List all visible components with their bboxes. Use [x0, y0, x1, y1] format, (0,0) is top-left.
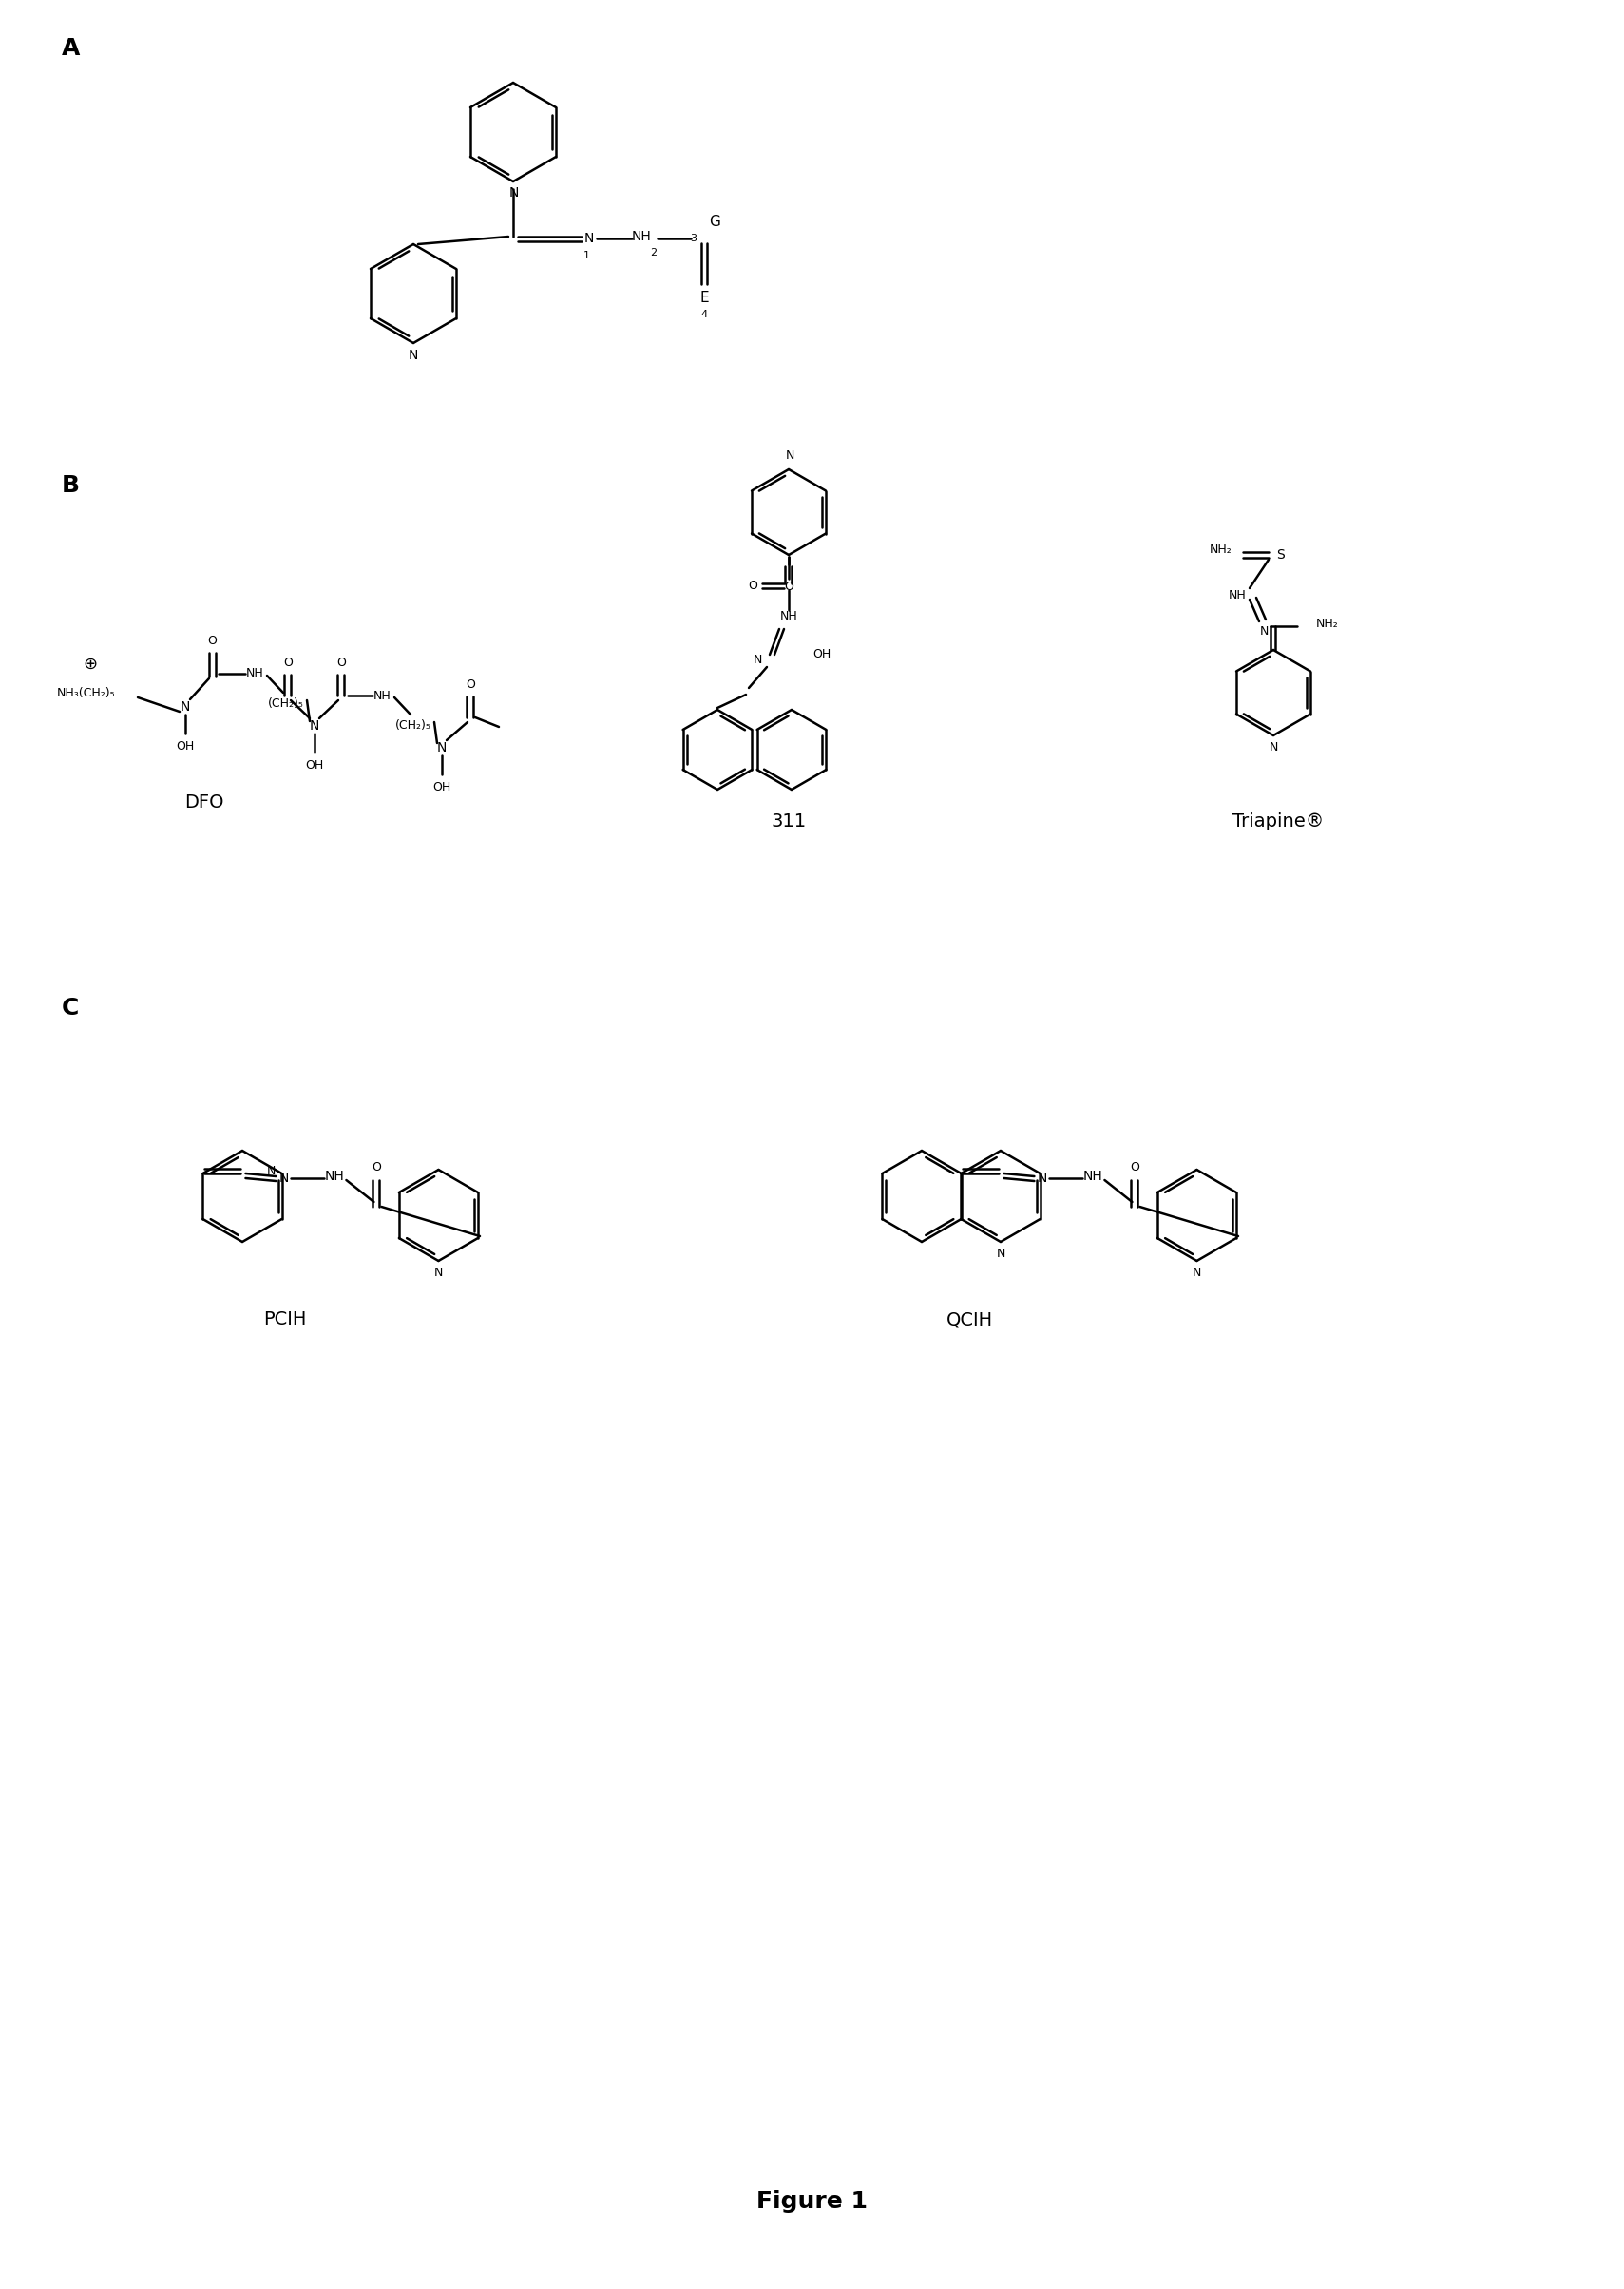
Text: N: N [310, 719, 320, 732]
Text: ⊕: ⊕ [83, 655, 97, 673]
Text: E: E [700, 291, 708, 304]
Text: (CH₂)₅: (CH₂)₅ [395, 719, 432, 732]
Text: O: O [336, 657, 346, 668]
Text: N: N [408, 348, 419, 362]
Text: O: O [784, 581, 794, 593]
Text: B: B [62, 474, 80, 497]
Text: 1: 1 [583, 252, 590, 261]
Text: N: N [434, 1266, 443, 1280]
Text: N: N [1038, 1172, 1047, 1186]
Text: N: N [1268, 742, 1278, 753]
Text: N: N [437, 742, 447, 755]
Text: OH: OH [812, 648, 831, 662]
Text: N: N [1259, 625, 1268, 636]
Text: N: N [510, 185, 520, 199]
Text: Triapine®: Triapine® [1233, 813, 1324, 831]
Text: NH: NH [632, 229, 651, 243]
Text: NH₃(CH₂)₅: NH₃(CH₂)₅ [57, 687, 115, 698]
Text: DFO: DFO [185, 792, 224, 810]
Text: OH: OH [432, 781, 451, 794]
Text: OH: OH [175, 739, 195, 753]
Text: O: O [1130, 1161, 1140, 1174]
Text: N: N [585, 231, 594, 245]
Text: G: G [710, 215, 719, 229]
Text: NH: NH [325, 1170, 344, 1183]
Text: NH: NH [1083, 1170, 1103, 1183]
Text: S: S [1276, 549, 1285, 561]
Text: O: O [283, 657, 292, 668]
Text: C: C [62, 996, 80, 1019]
Text: QCIH: QCIH [945, 1312, 992, 1330]
Text: 4: 4 [702, 309, 708, 318]
Text: Figure 1: Figure 1 [755, 2191, 867, 2213]
Text: 3: 3 [690, 233, 697, 243]
Text: N: N [754, 652, 762, 666]
Text: O: O [749, 579, 757, 593]
Text: O: O [208, 634, 216, 648]
Text: 311: 311 [771, 813, 807, 831]
Text: NH₂: NH₂ [1315, 618, 1338, 629]
Text: NH: NH [374, 689, 391, 703]
Text: N: N [996, 1248, 1005, 1259]
Text: NH: NH [245, 668, 263, 680]
Text: N: N [786, 449, 794, 462]
Text: NH: NH [1228, 591, 1246, 602]
Text: PCIH: PCIH [263, 1312, 307, 1330]
Text: N: N [268, 1165, 276, 1179]
Text: NH: NH [780, 611, 797, 623]
Text: O: O [466, 678, 476, 691]
Text: 2: 2 [650, 247, 658, 256]
Text: NH₂: NH₂ [1210, 545, 1233, 556]
Text: N: N [180, 700, 190, 714]
Text: A: A [62, 37, 80, 60]
Text: N: N [279, 1172, 289, 1186]
Text: (CH₂)₅: (CH₂)₅ [268, 698, 304, 710]
Text: O: O [372, 1161, 382, 1174]
Text: N: N [1192, 1266, 1202, 1280]
Text: OH: OH [305, 760, 323, 771]
